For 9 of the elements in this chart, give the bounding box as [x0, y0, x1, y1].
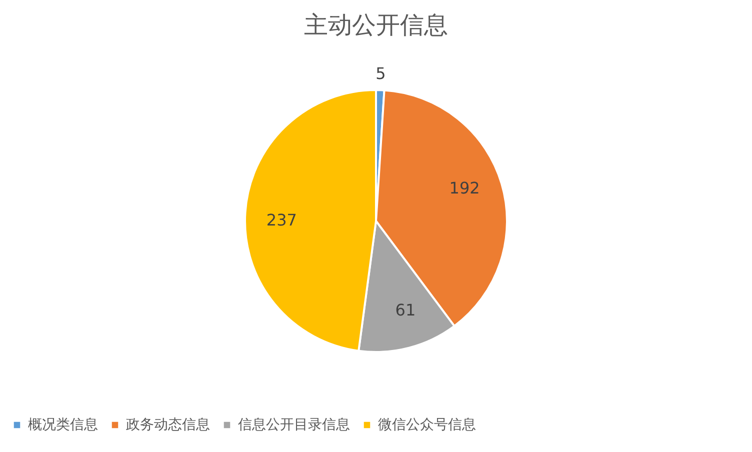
data-label: 237: [266, 210, 297, 230]
legend-label: 政务动态信息: [126, 417, 210, 433]
data-label: 61: [395, 300, 416, 320]
legend-label: 微信公众号信息: [378, 417, 476, 433]
data-label: 5: [376, 64, 386, 84]
legend-label: 概况类信息: [28, 417, 98, 433]
chart-title: 主动公开信息: [304, 11, 448, 39]
legend-label: 信息公开目录信息: [238, 417, 350, 433]
data-label: 192: [449, 178, 480, 198]
